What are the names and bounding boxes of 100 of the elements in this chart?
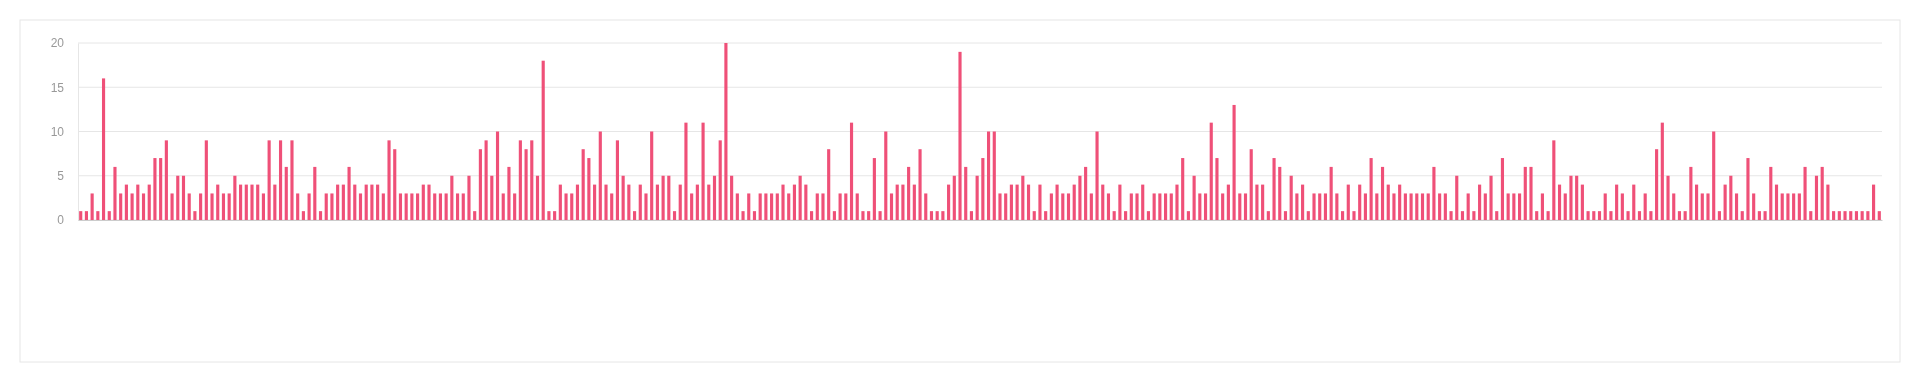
bar [644,193,648,220]
bar [1112,211,1116,220]
bar [701,122,705,220]
bar [79,211,83,220]
bar [233,175,237,220]
bar [1243,193,1248,220]
bar [1746,158,1750,220]
bar [1552,140,1556,220]
bar [318,211,323,220]
bar [1717,211,1721,220]
bar [1346,184,1350,220]
bar [1877,211,1881,220]
bar [1677,211,1682,220]
bar [764,193,768,220]
y-tick-label: 0 [57,213,65,228]
bar [1358,184,1362,220]
bar [901,184,905,220]
bar [564,193,568,220]
bar [1420,193,1425,220]
bar [1283,211,1288,220]
bar [627,184,631,220]
bar [147,184,151,220]
bar [101,78,106,220]
bar [398,193,403,220]
bar [1849,211,1853,220]
bar [1329,166,1333,220]
bar [290,140,294,220]
bar [547,211,551,220]
bar [410,193,414,220]
bar [667,175,671,220]
bar [1278,166,1282,220]
bar [364,184,368,220]
bar [1860,211,1864,220]
bar [1563,193,1567,220]
bar [1072,184,1076,220]
bar [1666,175,1670,220]
bar [107,211,111,220]
bar [193,211,197,220]
bar [1615,184,1619,220]
bar [1826,184,1830,220]
bar [787,193,791,220]
bar [130,193,134,220]
bar [353,184,357,220]
bar [170,193,174,220]
bar [421,184,425,220]
bar [781,184,785,220]
bar [678,184,682,220]
bar [153,158,157,220]
bar [1335,193,1339,220]
bar [1523,166,1527,220]
bar [404,193,408,220]
bar [958,51,962,220]
bar [1323,193,1328,220]
bar [1683,211,1687,220]
y-tick-label: 10 [50,124,65,139]
bar [1483,193,1487,220]
bar [484,140,488,220]
bar [1489,175,1493,220]
bar [541,60,545,220]
y-tick-label: 5 [57,169,65,184]
bar [1312,193,1316,220]
bar [1198,193,1202,220]
bar [1266,211,1270,220]
bar [393,149,397,220]
bar [473,211,477,220]
y-tick-label: 20 [50,36,65,51]
bar [1118,184,1122,220]
bar [450,175,454,220]
bar [570,193,574,220]
bar [273,184,277,220]
bar [1689,166,1693,220]
bar [947,184,951,220]
bar [387,140,391,220]
bar [1101,184,1105,220]
bar [610,193,614,220]
bar [1249,149,1253,220]
bar [918,149,922,220]
bar [1044,211,1048,220]
bar [1124,211,1128,220]
bar [1603,193,1607,220]
bar [1015,184,1019,220]
bar [1095,131,1099,220]
bar [575,184,580,220]
bar [558,184,562,220]
bar [1672,193,1676,220]
bar [815,193,819,220]
bar [455,193,460,220]
bar [1769,166,1773,220]
bar [490,175,494,220]
bar [199,193,203,220]
bar [1164,193,1168,220]
bar [1032,211,1036,220]
bar [1026,184,1031,220]
bar [1009,184,1013,220]
bar [581,149,585,220]
bar [1820,166,1824,220]
bar [1872,184,1876,220]
bar [296,193,300,220]
bar [1632,184,1636,220]
bar [1700,193,1704,220]
